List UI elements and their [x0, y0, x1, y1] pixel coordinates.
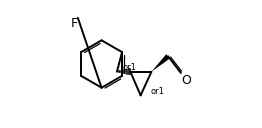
- Text: F: F: [70, 17, 78, 30]
- Polygon shape: [151, 54, 170, 72]
- Text: or1: or1: [122, 63, 136, 72]
- Text: or1: or1: [151, 87, 165, 96]
- Text: O: O: [182, 73, 192, 87]
